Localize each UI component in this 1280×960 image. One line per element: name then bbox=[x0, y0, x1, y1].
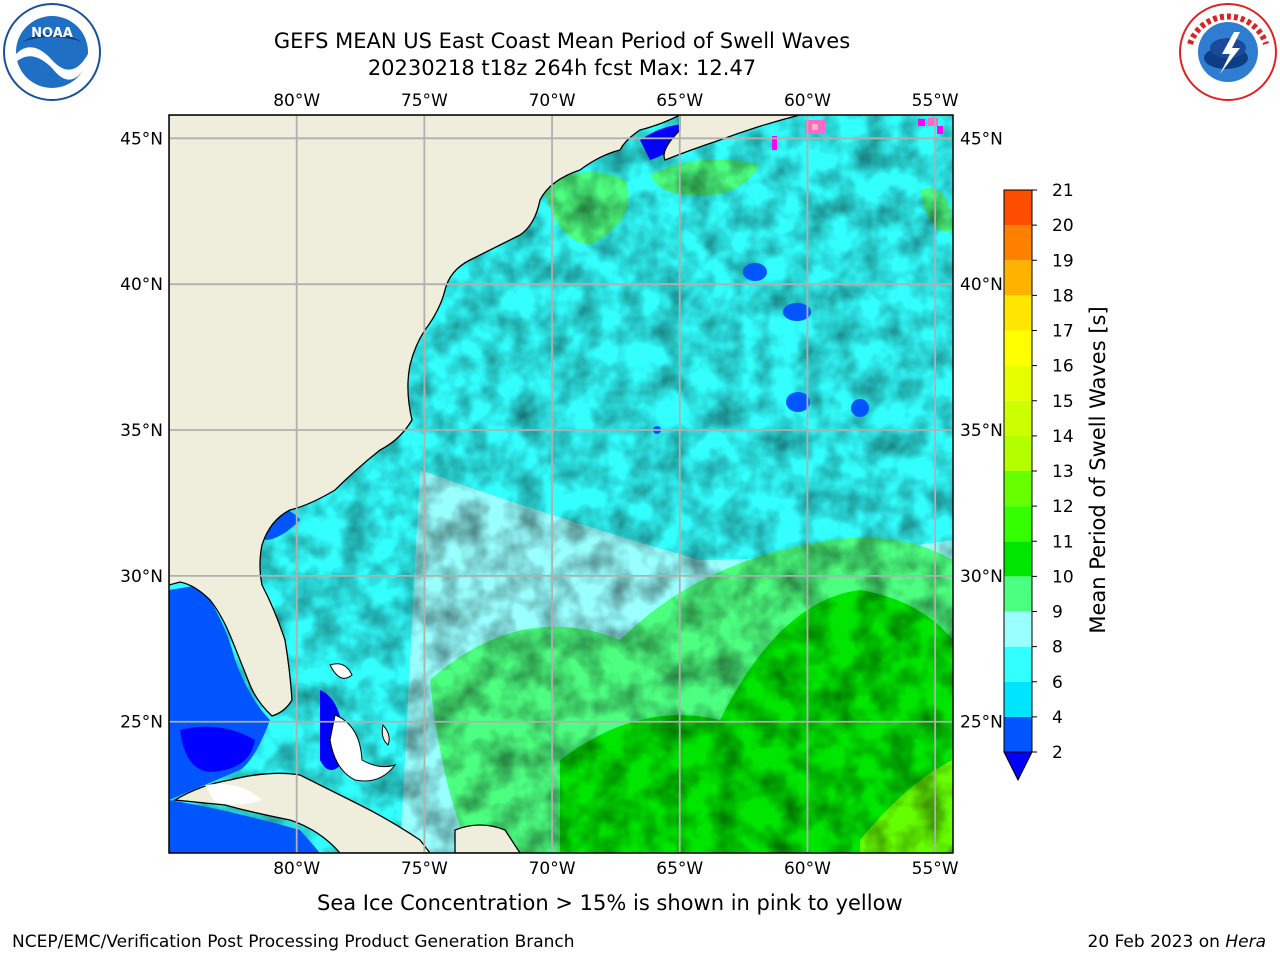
lon-label-bottom: 80°W bbox=[273, 859, 320, 879]
lon-label-top: 80°W bbox=[273, 91, 320, 111]
colorbar-tick-label: 8 bbox=[1052, 638, 1063, 658]
colorbar-label: Mean Period of Swell Waves [s] bbox=[1086, 306, 1110, 633]
chart-title: GEFS MEAN US East Coast Mean Period of S… bbox=[273, 29, 851, 53]
swell-period-field bbox=[169, 115, 953, 853]
colorbar-segment bbox=[1004, 400, 1032, 436]
lon-label-top: 60°W bbox=[784, 91, 831, 111]
colorbar-segment bbox=[1004, 365, 1032, 401]
colorbar: 2 4 6 8 9 10 11 12 13 14 15 16 17 18 19 20 21 bbox=[1003, 181, 1074, 782]
nws-logo bbox=[1178, 2, 1278, 102]
lon-label-top: 55°W bbox=[912, 91, 959, 111]
lon-label-bottom: 65°W bbox=[656, 859, 703, 879]
footer-date: 20 Feb 2023 on Hera bbox=[1088, 932, 1266, 952]
svg-text:NOAA: NOAA bbox=[31, 26, 73, 41]
colorbar-segment bbox=[1004, 681, 1032, 717]
lat-label-left: 40°N bbox=[120, 275, 163, 295]
colorbar-segment bbox=[1004, 611, 1032, 647]
lat-label-left: 35°N bbox=[120, 421, 163, 441]
colorbar-extend-min bbox=[1003, 751, 1033, 782]
lat-label-left: 25°N bbox=[120, 713, 163, 733]
lat-label-right: 40°N bbox=[960, 275, 1003, 295]
footer-machine: Hera bbox=[1225, 932, 1266, 952]
nws-logo-icon bbox=[1179, 3, 1277, 101]
colorbar-tick-label: 10 bbox=[1052, 567, 1074, 587]
lon-label-bottom: 55°W bbox=[912, 859, 959, 879]
chart-subtitle: 20230218 t18z 264h fcst Max: 12.47 bbox=[367, 56, 757, 80]
colorbar-tick-label: 19 bbox=[1052, 251, 1074, 271]
colorbar-segment bbox=[1004, 190, 1032, 226]
colorbar-tick-label: 20 bbox=[1052, 216, 1074, 236]
sea-ice-note: Sea Ice Concentration > 15% is shown in … bbox=[317, 891, 903, 915]
lat-label-left: 30°N bbox=[120, 567, 163, 587]
colorbar-tick-label: 14 bbox=[1052, 427, 1074, 447]
colorbar-segment bbox=[1004, 716, 1032, 752]
lon-label-top: 70°W bbox=[529, 91, 576, 111]
colorbar-segment bbox=[1004, 225, 1032, 261]
lat-label-right: 45°N bbox=[960, 129, 1003, 149]
colorbar-segment bbox=[1004, 576, 1032, 612]
colorbar-tick-label: 15 bbox=[1052, 392, 1074, 412]
noaa-logo: NOAA bbox=[2, 2, 102, 102]
lon-label-bottom: 75°W bbox=[401, 859, 448, 879]
lat-label-right: 35°N bbox=[960, 421, 1003, 441]
colorbar-segment bbox=[1004, 541, 1032, 577]
colorbar-segment bbox=[1004, 330, 1032, 366]
axis-tick-labels: 80°W 80°W 75°W 75°W 70°W 70°W 65°W 65°W 60°W 60°W… bbox=[120, 91, 1003, 879]
lon-label-top: 65°W bbox=[656, 91, 703, 111]
colorbar-segment bbox=[1004, 435, 1032, 471]
lon-label-top: 75°W bbox=[401, 91, 448, 111]
colorbar-segment bbox=[1004, 646, 1032, 682]
footer-credit: NCEP/EMC/Verification Post Processing Pr… bbox=[12, 932, 575, 952]
noaa-logo-icon: NOAA bbox=[3, 3, 101, 101]
lat-label-left: 45°N bbox=[120, 129, 163, 149]
colorbar-tick-label: 4 bbox=[1052, 708, 1063, 728]
lon-label-bottom: 60°W bbox=[784, 859, 831, 879]
colorbar-tick-label: 12 bbox=[1052, 497, 1074, 517]
colorbar-tick-label: 11 bbox=[1052, 532, 1074, 552]
lat-label-right: 30°N bbox=[960, 567, 1003, 587]
colorbar-segment bbox=[1004, 506, 1032, 542]
colorbar-tick-label: 17 bbox=[1052, 322, 1074, 342]
colorbar-segment bbox=[1004, 260, 1032, 296]
colorbar-tick-label: 9 bbox=[1052, 603, 1063, 623]
colorbar-segment bbox=[1004, 295, 1032, 331]
colorbar-tick-label: 18 bbox=[1052, 286, 1074, 306]
lon-label-bottom: 70°W bbox=[529, 859, 576, 879]
colorbar-segment bbox=[1004, 471, 1032, 507]
colorbar-tick-label: 16 bbox=[1052, 357, 1074, 377]
colorbar-tick-label: 13 bbox=[1052, 462, 1074, 482]
colorbar-tick-label: 6 bbox=[1052, 673, 1063, 693]
map-frame bbox=[168, 114, 954, 854]
lat-label-right: 25°N bbox=[960, 713, 1003, 733]
graticule bbox=[169, 115, 953, 853]
colorbar-tick-label: 21 bbox=[1052, 181, 1074, 201]
footer-date-text: 20 Feb 2023 on bbox=[1087, 932, 1226, 952]
colorbar-tick-label: 2 bbox=[1052, 743, 1063, 763]
